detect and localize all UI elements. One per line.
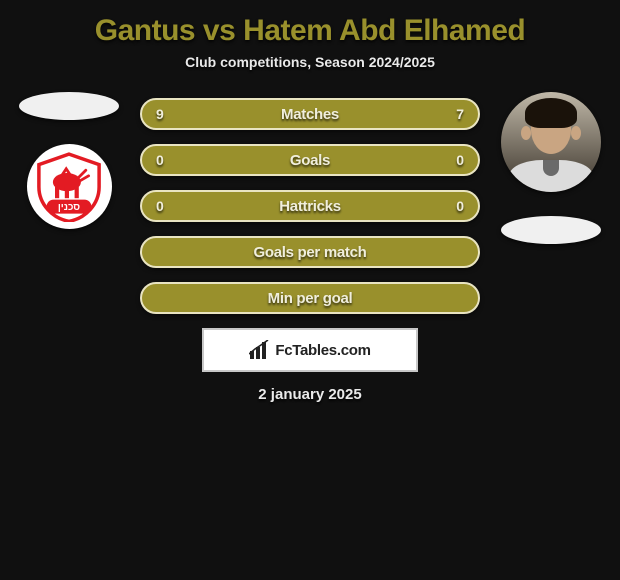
stat-value-left: 9 [156,106,164,122]
stat-bar-goals-per-match: Goals per match [140,236,480,268]
main-row: סכנין 9 Matches 7 0 Goals 0 0 Hattricks … [0,92,620,314]
stat-bar-min-per-goal: Min per goal [140,282,480,314]
stat-bar-matches: 9 Matches 7 [140,98,480,130]
stat-label: Goals per match [253,244,366,261]
stat-value-right: 0 [456,198,464,214]
right-player-column [496,92,606,244]
right-player-avatar [501,92,601,192]
stat-bar-hattricks: 0 Hattricks 0 [140,190,480,222]
chart-icon [249,340,269,360]
comparison-card: Gantus vs Hatem Abd Elhamed Club competi… [0,0,620,580]
stat-bar-goals: 0 Goals 0 [140,144,480,176]
page-title: Gantus vs Hatem Abd Elhamed [0,6,620,54]
club-crest-icon: סכנין [34,152,104,222]
stat-label: Hattricks [279,198,341,215]
subtitle: Club competitions, Season 2024/2025 [0,54,620,92]
stat-value-right: 0 [456,152,464,168]
left-player-column: סכנין [14,92,124,229]
club-name-text: סכנין [58,202,80,213]
stat-value-left: 0 [156,198,164,214]
brand-badge: FcTables.com [202,328,418,372]
stat-value-left: 0 [156,152,164,168]
left-club-logo: סכנין [27,144,112,229]
left-country-flag [19,92,119,120]
stat-label: Min per goal [268,290,353,307]
stat-label: Goals [290,152,330,169]
right-country-flag [501,216,601,244]
stat-bars: 9 Matches 7 0 Goals 0 0 Hattricks 0 Goal… [140,92,480,314]
stat-value-right: 7 [456,106,464,122]
stat-label: Matches [281,106,339,123]
brand-text: FcTables.com [275,342,370,359]
date-text: 2 january 2025 [0,386,620,403]
